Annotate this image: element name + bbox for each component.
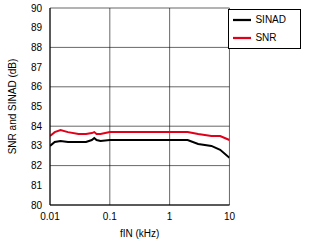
svg-text:10: 10 — [224, 211, 236, 222]
svg-text:87: 87 — [31, 62, 43, 73]
svg-text:86: 86 — [31, 81, 43, 92]
svg-text:90: 90 — [31, 3, 43, 14]
svg-text:89: 89 — [31, 22, 43, 33]
svg-text:88: 88 — [31, 42, 43, 53]
svg-text:80: 80 — [31, 200, 43, 211]
svg-text:83: 83 — [31, 140, 43, 151]
svg-text:1: 1 — [167, 211, 173, 222]
svg-text:0.01: 0.01 — [40, 211, 60, 222]
svg-text:81: 81 — [31, 180, 43, 191]
svg-text:0.1: 0.1 — [103, 211, 117, 222]
svg-text:85: 85 — [31, 101, 43, 112]
svg-text:82: 82 — [31, 160, 43, 171]
svg-text:fIN (kHz): fIN (kHz) — [120, 228, 159, 239]
svg-text:84: 84 — [31, 121, 43, 132]
html-text:SNR: SNR — [255, 31, 277, 43]
html-text:SINAD: SINAD — [255, 13, 286, 25]
svg-text:SNR and SINAD (dB): SNR and SINAD (dB) — [7, 59, 18, 155]
